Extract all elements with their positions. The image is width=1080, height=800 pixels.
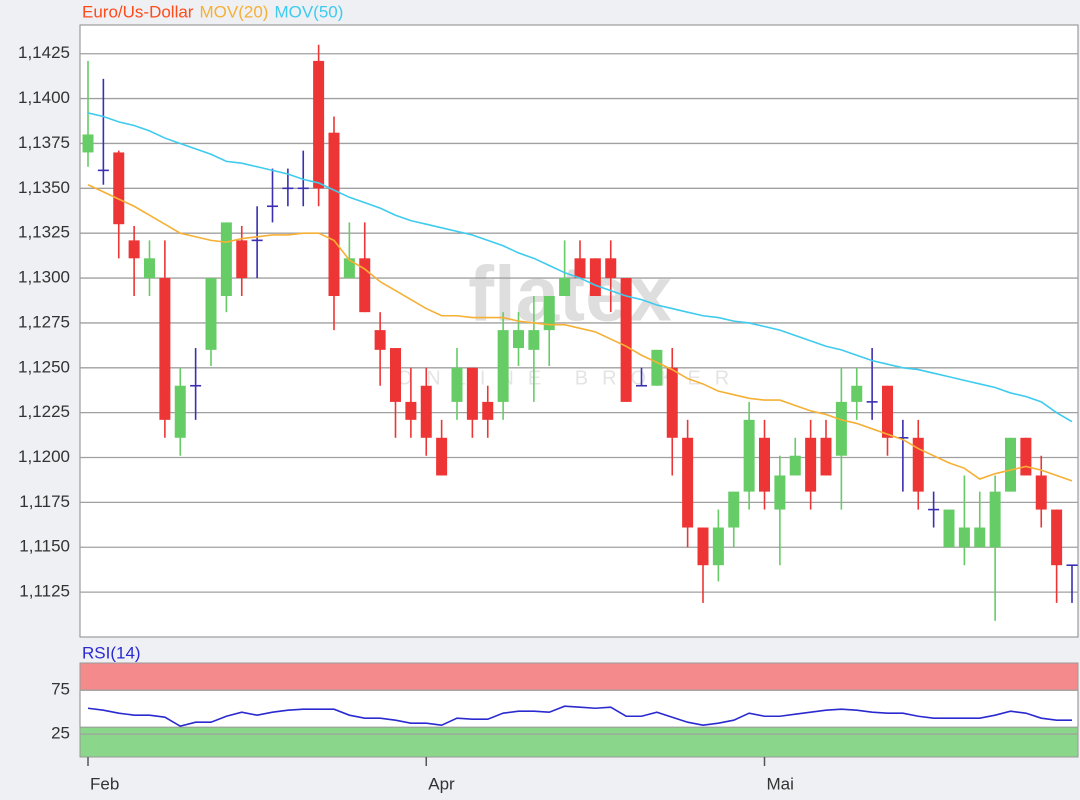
- candle-body: [974, 527, 986, 548]
- candle-body: [513, 330, 524, 349]
- x-tick-label: Feb: [90, 774, 119, 793]
- candle-body: [666, 367, 678, 438]
- candle-body: [343, 258, 355, 279]
- candle-body: [958, 527, 970, 548]
- y-tick-label: 1,1350: [18, 178, 70, 197]
- candle-body: [205, 278, 217, 350]
- candle-body: [451, 367, 463, 402]
- candle-body: [882, 385, 893, 438]
- watermark-sub: ONLINE BROKER: [397, 367, 743, 389]
- y-tick-label: 1,1125: [19, 582, 70, 601]
- candle-body: [482, 401, 494, 420]
- y-tick-label: 25: [51, 724, 70, 743]
- candle-body: [651, 349, 663, 386]
- candle-body: [328, 132, 340, 297]
- legend-entry: MOV(50): [274, 2, 343, 21]
- candle-body: [697, 527, 709, 566]
- zone-band: [79, 662, 1079, 691]
- candle-body: [912, 437, 924, 492]
- moving-average-line: [87, 112, 1073, 423]
- candle-body: [712, 527, 724, 566]
- moving-average-line: [87, 184, 1073, 482]
- candle-body: [989, 491, 1001, 548]
- candle-body: [220, 222, 232, 297]
- legend-entry: RSI(14): [82, 643, 141, 662]
- y-tick-label: 1,1225: [18, 402, 70, 421]
- candle-body: [390, 348, 401, 402]
- candle-body: [128, 240, 140, 259]
- candle-body: [620, 278, 632, 402]
- candle-body: [1005, 437, 1016, 492]
- candle-body: [436, 437, 448, 476]
- candle-body: [159, 278, 171, 420]
- candle-body: [805, 437, 817, 492]
- y-tick-label: 75: [51, 680, 70, 699]
- candle-body: [851, 385, 863, 402]
- y-tick-label: 1,1375: [18, 133, 70, 152]
- candle-body: [313, 60, 325, 189]
- candle-body: [497, 330, 509, 402]
- y-tick-label: 1,1275: [18, 312, 70, 331]
- candle-body: [174, 385, 186, 438]
- candle-body: [113, 152, 125, 225]
- candle-body: [420, 385, 432, 438]
- zone-band: [79, 726, 1079, 758]
- y-tick-label: 1,1325: [18, 223, 70, 242]
- candle-body: [144, 258, 155, 279]
- legend-entry: Euro/Us-Dollar: [82, 2, 194, 21]
- candle-body: [774, 475, 786, 510]
- candle-body: [82, 134, 94, 153]
- candle-body: [405, 401, 417, 420]
- candle-body: [559, 278, 571, 297]
- candle-body: [1035, 475, 1047, 510]
- candle-body: [1051, 509, 1063, 566]
- y-tick-label: 1,1300: [18, 268, 70, 287]
- candle-body: [466, 367, 478, 420]
- candle-body: [743, 419, 755, 492]
- candle-body: [359, 258, 371, 313]
- candle-body: [1020, 437, 1032, 476]
- candle-body: [574, 258, 586, 279]
- candle-body: [943, 509, 955, 548]
- candle-body: [820, 437, 832, 476]
- legend-entry: MOV(20): [199, 2, 268, 21]
- candle-body: [236, 240, 248, 279]
- candle-body: [374, 330, 386, 350]
- candle-body: [528, 330, 540, 350]
- candle-body: [682, 437, 694, 528]
- rsi-line: [87, 705, 1072, 728]
- y-tick-label: 1,1425: [18, 43, 70, 62]
- y-tick-label: 1,1175: [19, 492, 70, 511]
- candle-body: [605, 258, 617, 279]
- candle-body: [835, 401, 847, 456]
- y-tick-label: 1,1200: [18, 447, 70, 466]
- y-tick-label: 1,1250: [18, 357, 70, 376]
- candle-body: [759, 437, 770, 492]
- x-tick-label: Mai: [767, 774, 794, 793]
- y-tick-label: 1,1150: [19, 537, 70, 556]
- y-tick-label: 1,1400: [18, 88, 70, 107]
- candle-body: [728, 491, 740, 528]
- candle-body: [543, 296, 555, 331]
- candle-body: [789, 455, 801, 476]
- price-plot-area: [79, 24, 1079, 638]
- candle-body: [589, 258, 601, 297]
- x-tick-label: Apr: [428, 774, 455, 793]
